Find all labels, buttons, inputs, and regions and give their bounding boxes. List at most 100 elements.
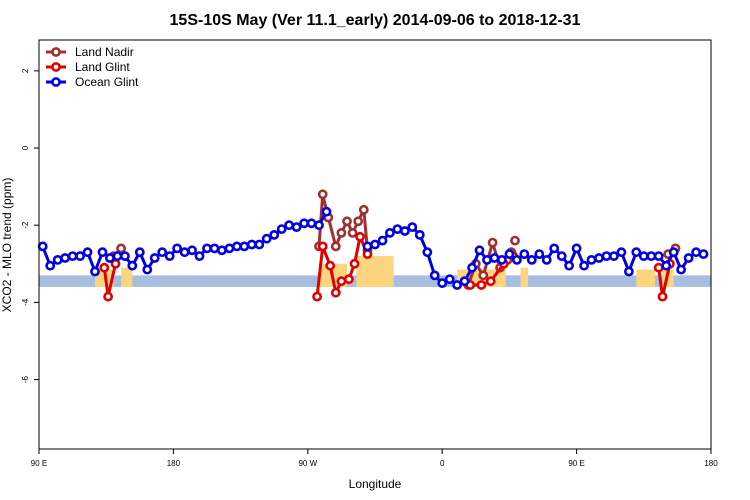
data-point — [164, 251, 175, 261]
data-point — [336, 227, 347, 238]
data-point — [437, 278, 448, 288]
plot-frame — [38, 39, 712, 450]
data-point — [541, 254, 552, 265]
data-point — [105, 253, 115, 263]
data-point — [661, 260, 672, 271]
y-tick-label: -4 — [21, 298, 30, 306]
data-point — [407, 222, 418, 232]
data-point — [571, 243, 582, 254]
data-point — [187, 245, 197, 256]
data-point — [510, 235, 520, 246]
data-point — [321, 206, 332, 217]
data-point — [349, 258, 360, 269]
y-tick-label: 2 — [21, 68, 30, 73]
data-point — [45, 260, 56, 271]
data-point — [422, 247, 433, 258]
data-point — [370, 239, 380, 250]
data-point — [586, 254, 597, 265]
legend-label: Ocean Glint — [75, 75, 139, 89]
data-point — [358, 204, 369, 215]
data-point — [459, 276, 470, 287]
x-tick-label: 90 E — [31, 459, 47, 468]
data-point — [157, 247, 168, 258]
data-point — [330, 287, 341, 298]
data-point — [631, 247, 642, 258]
data-point — [474, 245, 485, 256]
data-point — [594, 253, 604, 263]
data-point — [487, 237, 498, 248]
data-point — [112, 251, 123, 261]
x-tick-label: 90 W — [298, 459, 317, 468]
y-axis-title: XCO2 - MLO trend (ppm) — [0, 178, 14, 313]
legend-swatch-marker — [51, 62, 61, 72]
data-point — [127, 260, 138, 271]
data-point — [330, 241, 341, 252]
data-point — [377, 235, 388, 246]
data-point — [564, 260, 574, 271]
data-point — [216, 245, 227, 256]
data-point — [254, 239, 265, 250]
data-point — [452, 280, 462, 290]
y-tick-label: -2 — [21, 221, 30, 229]
data-point — [179, 247, 190, 258]
data-point — [325, 260, 336, 271]
legend-swatch-marker — [51, 47, 61, 57]
data-point — [60, 253, 70, 263]
data-point — [429, 270, 440, 281]
data-point — [657, 291, 668, 302]
data-point — [478, 270, 489, 281]
data-point — [103, 291, 113, 302]
data-point — [504, 249, 515, 259]
data-point — [342, 216, 352, 227]
land-segment — [520, 267, 529, 287]
data-point — [224, 243, 235, 254]
data-point — [246, 239, 257, 250]
data-point — [653, 262, 664, 273]
chart-title: 15S-10S May (Ver 11.1_early) 2014-09-06 … — [170, 12, 581, 29]
data-point — [489, 253, 500, 263]
data-point — [149, 253, 160, 263]
data-point — [609, 251, 619, 261]
data-point — [467, 262, 477, 273]
data-point — [194, 251, 205, 261]
data-point — [683, 253, 694, 263]
data-point — [556, 251, 567, 261]
data-point — [209, 243, 220, 254]
data-point — [638, 251, 649, 261]
data-point — [314, 220, 324, 231]
land-segment — [356, 256, 394, 287]
data-point — [284, 220, 294, 231]
data-point — [362, 249, 373, 259]
x-tick-label: 0 — [440, 459, 445, 468]
plot-area: 90 E 180 90 W 0 90 E 180 2 0 -2 -4 -6 — [21, 39, 718, 468]
data-point — [75, 251, 85, 261]
series-line-2 — [41, 210, 328, 273]
data-point — [82, 247, 93, 258]
data-point — [317, 241, 328, 252]
data-point — [482, 254, 492, 265]
data-point — [67, 251, 78, 261]
x-axis-title: Longitude — [349, 477, 402, 491]
data-point — [444, 274, 455, 285]
data-point — [485, 276, 496, 287]
data-point — [519, 249, 530, 259]
data-point — [291, 222, 302, 232]
data-point — [52, 254, 63, 265]
data-point — [142, 264, 153, 275]
data-point — [579, 260, 589, 271]
y-tick-label: -6 — [21, 375, 30, 383]
data-point — [384, 227, 395, 238]
data-point — [399, 226, 410, 236]
data-point — [239, 241, 250, 252]
data-point — [97, 247, 108, 258]
data-point — [336, 276, 347, 287]
data-point — [90, 266, 100, 277]
data-point — [99, 262, 110, 273]
data-point — [355, 231, 365, 242]
data-point — [269, 229, 280, 240]
data-point — [624, 266, 634, 277]
data-point — [37, 241, 48, 252]
series-line-1 — [468, 262, 506, 287]
